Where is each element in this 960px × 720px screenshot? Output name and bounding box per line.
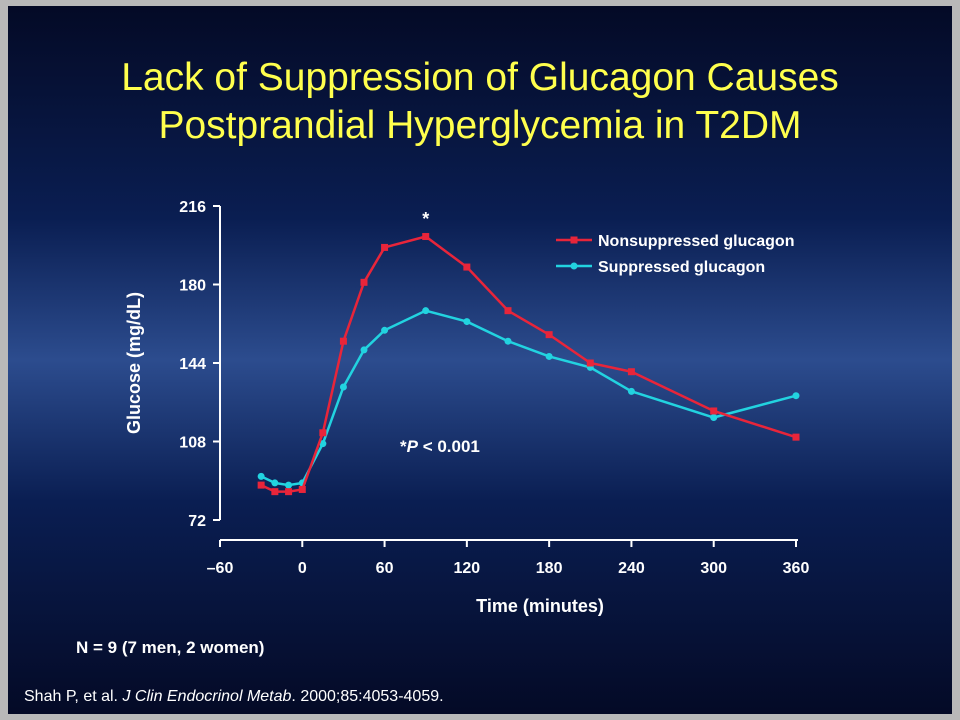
x-tick-label: –60	[207, 560, 234, 577]
y-tick-label: 72	[188, 513, 206, 530]
data-point	[792, 433, 800, 441]
series-line	[260, 235, 797, 493]
chart-axes: 72 108 144 180 216 –60 0 60 120 180 240 300 360 Time …	[124, 199, 809, 616]
x-tick-label: 240	[618, 560, 645, 577]
data-point	[257, 481, 265, 489]
title-line-2: Postprandial Hyperglycemia in T2DM	[158, 104, 802, 147]
y-tick-label: 144	[179, 356, 206, 373]
data-point	[339, 383, 347, 391]
citation: Shah P, et al. J Clin Endocrinol Metab. …	[24, 688, 444, 706]
data-point	[545, 352, 553, 360]
sample-size-note: N = 9 (7 men, 2 women)	[76, 638, 265, 657]
data-point	[360, 346, 368, 354]
p-value-note: *P < 0.001	[400, 437, 480, 456]
citation-authors: Shah P, et al.	[24, 688, 118, 705]
data-point	[463, 318, 471, 326]
citation-separator: .	[291, 688, 301, 705]
data-point	[545, 331, 553, 339]
data-point	[463, 263, 471, 271]
data-point	[319, 440, 327, 448]
data-point	[381, 243, 389, 251]
data-point	[627, 387, 635, 395]
data-point	[298, 485, 306, 493]
x-axis-label: Time (minutes)	[476, 596, 604, 616]
title-line-1: Lack of Suppression of Glucagon Causes	[121, 56, 839, 99]
series-line	[260, 309, 797, 487]
data-point	[422, 233, 430, 241]
slide: Lack of Suppression of Glucagon Causes P…	[8, 6, 952, 714]
p-value-suffix: < 0.001	[418, 437, 480, 456]
citation-journal: J Clin Endocrinol Metab	[122, 688, 292, 705]
data-point	[381, 326, 389, 334]
glucose-line-chart: 72 108 144 180 216 –60 0 60 120 180 240 300 360 Time …	[124, 199, 809, 616]
y-tick-label: 216	[179, 199, 206, 216]
data-point	[271, 479, 279, 487]
data-point	[319, 429, 327, 437]
x-tick-label: 360	[783, 560, 810, 577]
series-suppressed	[257, 307, 800, 489]
x-tick-label: 120	[454, 560, 481, 577]
data-point	[422, 307, 430, 315]
data-point	[360, 278, 368, 286]
p-value-p: P	[407, 437, 419, 456]
legend-label: Suppressed glucagon	[598, 259, 765, 276]
chart-series	[257, 233, 800, 496]
legend-marker	[570, 262, 578, 270]
legend-entry: Nonsuppressed glucagon	[556, 233, 794, 250]
x-tick-label: 0	[298, 560, 307, 577]
data-point	[339, 337, 347, 345]
chart-annotations: **P < 0.001	[400, 209, 480, 456]
data-point	[504, 337, 512, 345]
legend-entry: Suppressed glucagon	[556, 259, 765, 276]
chart-legend: Nonsuppressed glucagon Suppressed glucago…	[556, 233, 794, 276]
significance-star: *	[422, 209, 429, 229]
citation-details: 2000;85:4053-4059.	[300, 688, 444, 705]
series-nonsuppressed	[257, 233, 800, 496]
y-tick-label: 108	[179, 435, 206, 452]
data-point	[271, 488, 279, 496]
data-point	[285, 488, 293, 496]
x-tick-label: 180	[536, 560, 563, 577]
legend-label: Nonsuppressed glucagon	[598, 233, 794, 250]
y-axis-label: Glucose (mg/dL)	[124, 292, 144, 434]
x-tick-label: 300	[700, 560, 727, 577]
x-tick-label: 60	[376, 560, 394, 577]
data-point	[710, 414, 718, 422]
data-point	[710, 407, 718, 415]
data-point	[504, 307, 512, 315]
slide-title: Lack of Suppression of Glucagon Causes P…	[8, 54, 952, 150]
data-point	[285, 481, 293, 489]
legend-marker	[570, 236, 578, 244]
data-point	[792, 392, 800, 400]
data-point	[257, 472, 265, 480]
data-point	[586, 359, 594, 367]
p-value-prefix: *	[400, 437, 407, 456]
y-tick-label: 180	[179, 278, 206, 295]
data-point	[627, 368, 635, 376]
